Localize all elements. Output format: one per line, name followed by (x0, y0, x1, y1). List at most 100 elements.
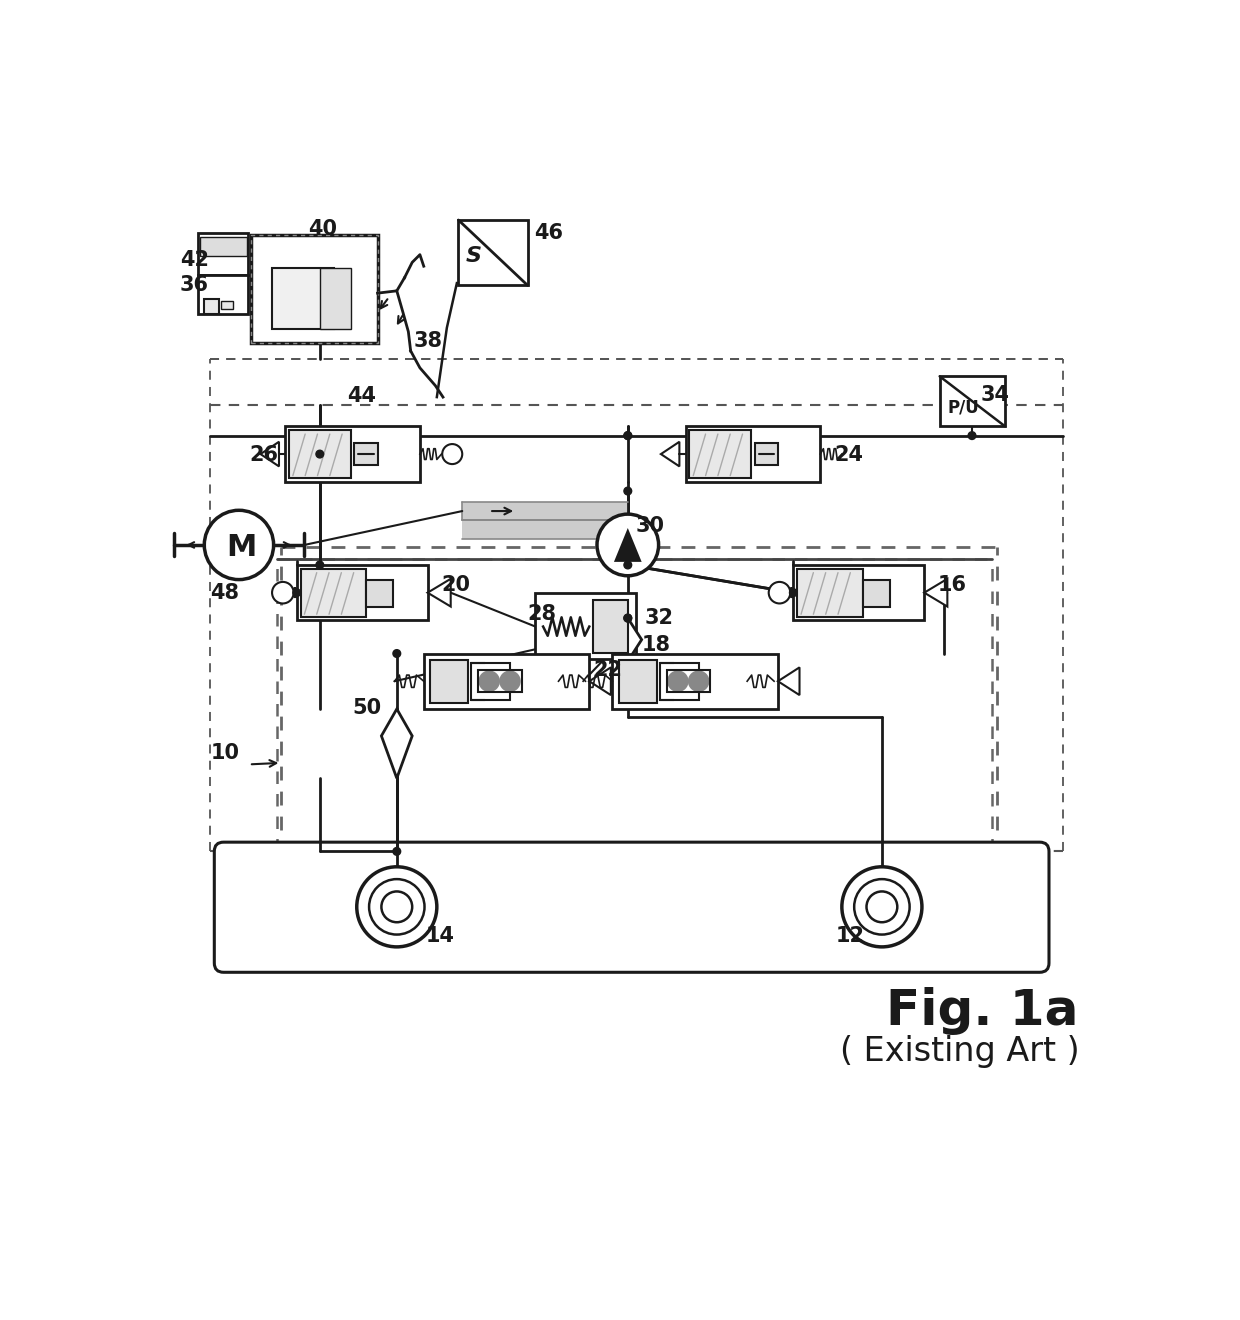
Bar (613, 653, 777, 709)
Text: 26: 26 (249, 445, 278, 465)
Circle shape (688, 671, 709, 692)
Text: Fig. 1a: Fig. 1a (885, 986, 1078, 1035)
Bar (320, 268, 351, 330)
Circle shape (316, 450, 324, 458)
Polygon shape (614, 618, 641, 661)
Text: 16: 16 (937, 576, 966, 595)
Bar (198, 276, 248, 314)
Polygon shape (382, 709, 412, 779)
Text: P/U: P/U (947, 399, 980, 417)
Bar (619, 660, 657, 702)
Polygon shape (614, 528, 641, 562)
Text: 38: 38 (414, 331, 443, 351)
Text: 20: 20 (441, 576, 470, 595)
Circle shape (370, 879, 424, 935)
Circle shape (769, 582, 790, 603)
Bar (300, 569, 366, 616)
Bar (285, 426, 420, 482)
Bar (272, 268, 334, 330)
Bar (797, 569, 863, 616)
Polygon shape (589, 668, 611, 696)
Circle shape (624, 614, 631, 622)
Bar (289, 430, 351, 478)
Polygon shape (260, 442, 279, 466)
Bar (459, 220, 528, 285)
Bar (794, 565, 924, 620)
Bar (689, 430, 751, 478)
Bar (198, 234, 248, 276)
Circle shape (500, 671, 521, 692)
Circle shape (393, 649, 401, 657)
Polygon shape (924, 579, 947, 607)
Circle shape (624, 487, 631, 495)
Text: 40: 40 (309, 219, 337, 239)
Circle shape (624, 432, 631, 440)
Bar (221, 301, 233, 309)
Circle shape (357, 867, 436, 946)
Circle shape (596, 515, 658, 576)
Circle shape (293, 589, 300, 597)
Circle shape (624, 614, 631, 622)
Bar (686, 426, 821, 482)
Text: 10: 10 (211, 743, 239, 763)
Polygon shape (661, 442, 680, 466)
FancyBboxPatch shape (215, 842, 1049, 973)
Polygon shape (777, 668, 800, 696)
Text: 46: 46 (534, 223, 563, 243)
Circle shape (272, 582, 294, 603)
Bar (463, 520, 627, 539)
Text: 14: 14 (427, 927, 455, 946)
Bar (755, 444, 777, 465)
Circle shape (624, 432, 631, 440)
Circle shape (393, 847, 401, 855)
Bar (536, 594, 635, 659)
Text: 42: 42 (180, 251, 208, 271)
Circle shape (790, 589, 797, 597)
Text: 22: 22 (593, 660, 622, 680)
Circle shape (443, 444, 463, 465)
Bar (355, 444, 377, 465)
Circle shape (842, 867, 923, 946)
Bar (479, 671, 522, 692)
Bar (366, 579, 393, 607)
Text: S: S (466, 247, 482, 267)
Bar (296, 565, 428, 620)
Text: 36: 36 (180, 275, 208, 294)
Bar (940, 376, 1006, 426)
Circle shape (968, 432, 976, 440)
Bar (201, 238, 247, 256)
Circle shape (479, 671, 500, 692)
Bar (463, 502, 627, 520)
Circle shape (854, 879, 910, 935)
Text: 44: 44 (347, 387, 377, 407)
Text: 12: 12 (836, 927, 864, 946)
Bar (471, 663, 510, 700)
Bar (660, 663, 698, 700)
Text: 28: 28 (528, 605, 557, 624)
Circle shape (867, 891, 898, 923)
Circle shape (316, 432, 324, 440)
Bar (667, 671, 711, 692)
Text: 30: 30 (635, 516, 665, 536)
Bar (863, 579, 889, 607)
Text: 32: 32 (645, 609, 673, 628)
Bar (203, 298, 219, 314)
Bar (424, 653, 589, 709)
Text: 24: 24 (835, 445, 863, 465)
Bar (250, 235, 377, 343)
Text: 18: 18 (641, 635, 671, 655)
Text: ( Existing Art ): ( Existing Art ) (839, 1035, 1079, 1068)
Circle shape (667, 671, 688, 692)
Text: 34: 34 (981, 385, 1009, 405)
Circle shape (624, 561, 631, 569)
Bar (430, 660, 469, 702)
Bar (593, 599, 627, 653)
Text: M: M (227, 533, 257, 562)
Text: 50: 50 (352, 698, 381, 718)
Circle shape (205, 511, 274, 579)
Text: 48: 48 (211, 583, 239, 603)
Bar (250, 235, 377, 343)
Circle shape (382, 891, 412, 923)
Circle shape (316, 561, 324, 569)
Polygon shape (428, 579, 450, 607)
